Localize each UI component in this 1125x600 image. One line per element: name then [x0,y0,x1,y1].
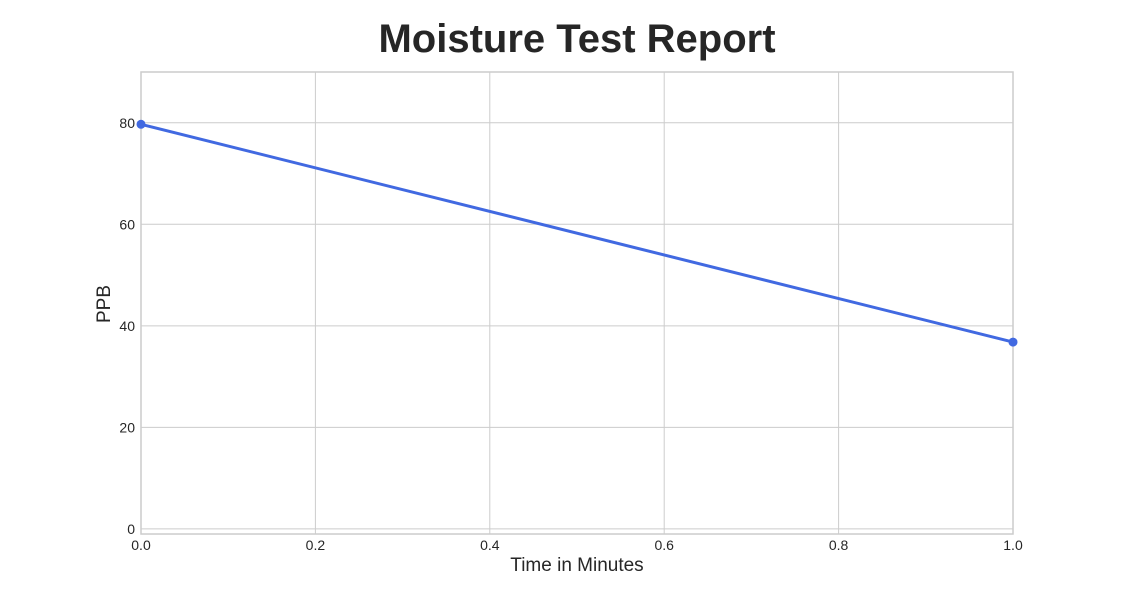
data-point [1008,337,1018,347]
y-tick-label: 20 [119,419,135,435]
data-point [136,119,146,129]
x-tick-label: 0.4 [480,537,500,553]
x-tick-label: 0.0 [131,537,151,553]
y-axis-ticks: 0 20 40 60 80 [119,115,135,537]
x-axis-ticks: 0.0 0.2 0.4 0.6 0.8 1.0 [131,537,1023,553]
plot-area-frame [140,71,1014,535]
y-tick-label: 60 [119,216,135,232]
series-layer [136,119,1018,347]
grid-lines [140,72,1014,534]
chart-title: Moisture Test Report [378,17,775,61]
x-tick-label: 0.6 [654,537,674,553]
y-tick-label: 0 [127,521,135,537]
y-axis-label: PPB [94,285,115,323]
series-line [139,122,1015,344]
x-axis-label: Time in Minutes [510,555,643,576]
x-tick-label: 0.2 [306,537,326,553]
x-tick-label: 1.0 [1003,537,1023,553]
y-tick-label: 80 [119,115,135,131]
y-tick-label: 40 [119,318,135,334]
x-tick-label: 0.8 [829,537,849,553]
